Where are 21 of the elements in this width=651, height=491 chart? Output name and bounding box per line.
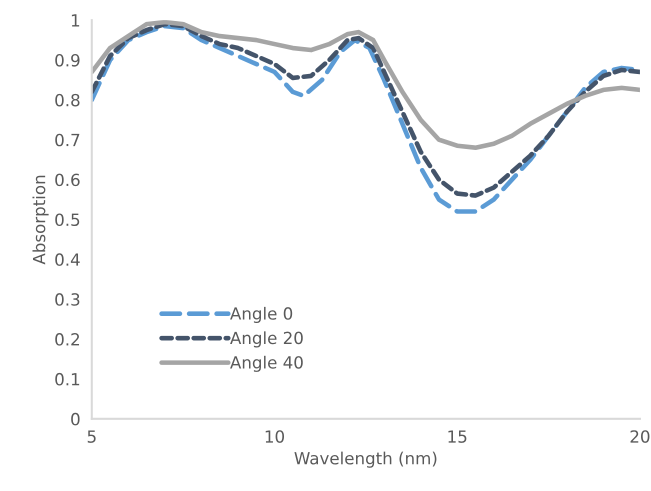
- y-tick-label: 0.4: [55, 253, 80, 266]
- line-series: [92, 20, 640, 150]
- y-tick-label: 0.1: [55, 372, 80, 386]
- y-tick-label: 0.7: [55, 134, 80, 146]
- y-tick-label: 0.9: [55, 54, 80, 67]
- x-axis-title: Wavelength (nm): [294, 452, 436, 468]
- legend-label: Angle 20: [230, 331, 303, 348]
- legend-label: Angle 40: [230, 356, 303, 372]
- x-tick-label: 5: [88, 430, 96, 443]
- y-tick-label: 0.8: [55, 94, 80, 106]
- y-tick-label: 0.6: [55, 174, 80, 186]
- y-axis-title: Absorption: [32, 176, 49, 264]
- legend-label: Angle 0: [230, 306, 292, 323]
- y-tick-label: 0.5: [55, 213, 80, 226]
- y-tick-label: 0.3: [55, 293, 80, 306]
- y-tick-label: 0: [71, 412, 80, 426]
- x-tick-label: 15: [448, 430, 466, 443]
- y-tick-label: 0.2: [55, 333, 80, 346]
- x-tick-label: 20: [630, 430, 650, 443]
- x-tick-label: 10: [266, 430, 284, 443]
- y-tick-label: 1: [72, 14, 80, 26]
